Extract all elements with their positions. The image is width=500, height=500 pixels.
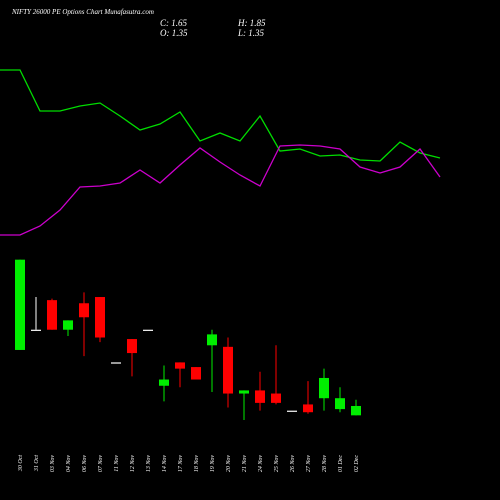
x-tick-label: 04 Nov	[65, 455, 72, 473]
x-tick-label: 02 Dec	[354, 455, 360, 472]
candle-body	[319, 377, 329, 399]
x-tick-label: 20 Nov	[226, 455, 232, 473]
x-tick-label: 21 Nov	[242, 455, 248, 473]
candle-body	[207, 334, 217, 346]
x-tick-label: 19 Nov	[210, 455, 216, 473]
candle-body	[31, 329, 41, 331]
candle-body	[127, 339, 137, 354]
candle-body	[175, 362, 185, 369]
x-tick-label: 03 Nov	[50, 455, 56, 473]
candle-body	[143, 329, 153, 331]
candle-body	[303, 404, 313, 413]
x-tick-label: 11 Nov	[114, 455, 120, 472]
indicator-line	[0, 69, 441, 162]
x-tick-label: 06 Nov	[82, 455, 88, 473]
candle-body	[271, 393, 281, 403]
x-tick-label: 24 Nov	[257, 455, 264, 473]
candle-body	[255, 390, 265, 403]
candle-body	[223, 346, 233, 394]
x-tick-label: 17 Nov	[178, 455, 184, 473]
chart-title: NIFTY 26000 PE Options Chart Munafasutra…	[11, 8, 154, 16]
ohlc-high: H: 1.85	[237, 18, 266, 28]
x-tick-label: 13 Nov	[146, 455, 152, 473]
candle-body	[351, 405, 361, 416]
x-tick-label: 30 Oct	[18, 455, 24, 472]
indicator-line	[0, 144, 441, 236]
candle-body	[15, 259, 25, 350]
ohlc-open: O: 1.35	[160, 28, 188, 38]
x-tick-label: 26 Nov	[290, 455, 296, 473]
x-tick-label: 28 Nov	[322, 455, 328, 473]
candle-body	[335, 398, 345, 410]
candle-body	[47, 300, 57, 330]
candle-body	[63, 320, 73, 330]
candle-body	[159, 379, 169, 386]
candle-body	[239, 390, 249, 394]
candle-body	[111, 362, 121, 364]
x-tick-label: 25 Nov	[274, 455, 280, 473]
ohlc-low: L: 1.35	[237, 28, 265, 38]
x-tick-label: 12 Nov	[130, 455, 136, 473]
x-tick-label: 18 Nov	[194, 455, 200, 473]
x-tick-label: 14 Nov	[161, 455, 168, 473]
x-tick-label: 07 Nov	[98, 455, 104, 473]
candle-body	[95, 297, 105, 338]
candle-body	[79, 303, 89, 318]
x-tick-label: 27 Nov	[306, 455, 312, 473]
candle-body	[191, 367, 201, 380]
x-tick-label: 01 Dec	[338, 455, 344, 472]
candle-body	[287, 410, 297, 412]
x-tick-label: 31 Oct	[34, 455, 40, 472]
ohlc-close: C: 1.65	[160, 18, 188, 28]
